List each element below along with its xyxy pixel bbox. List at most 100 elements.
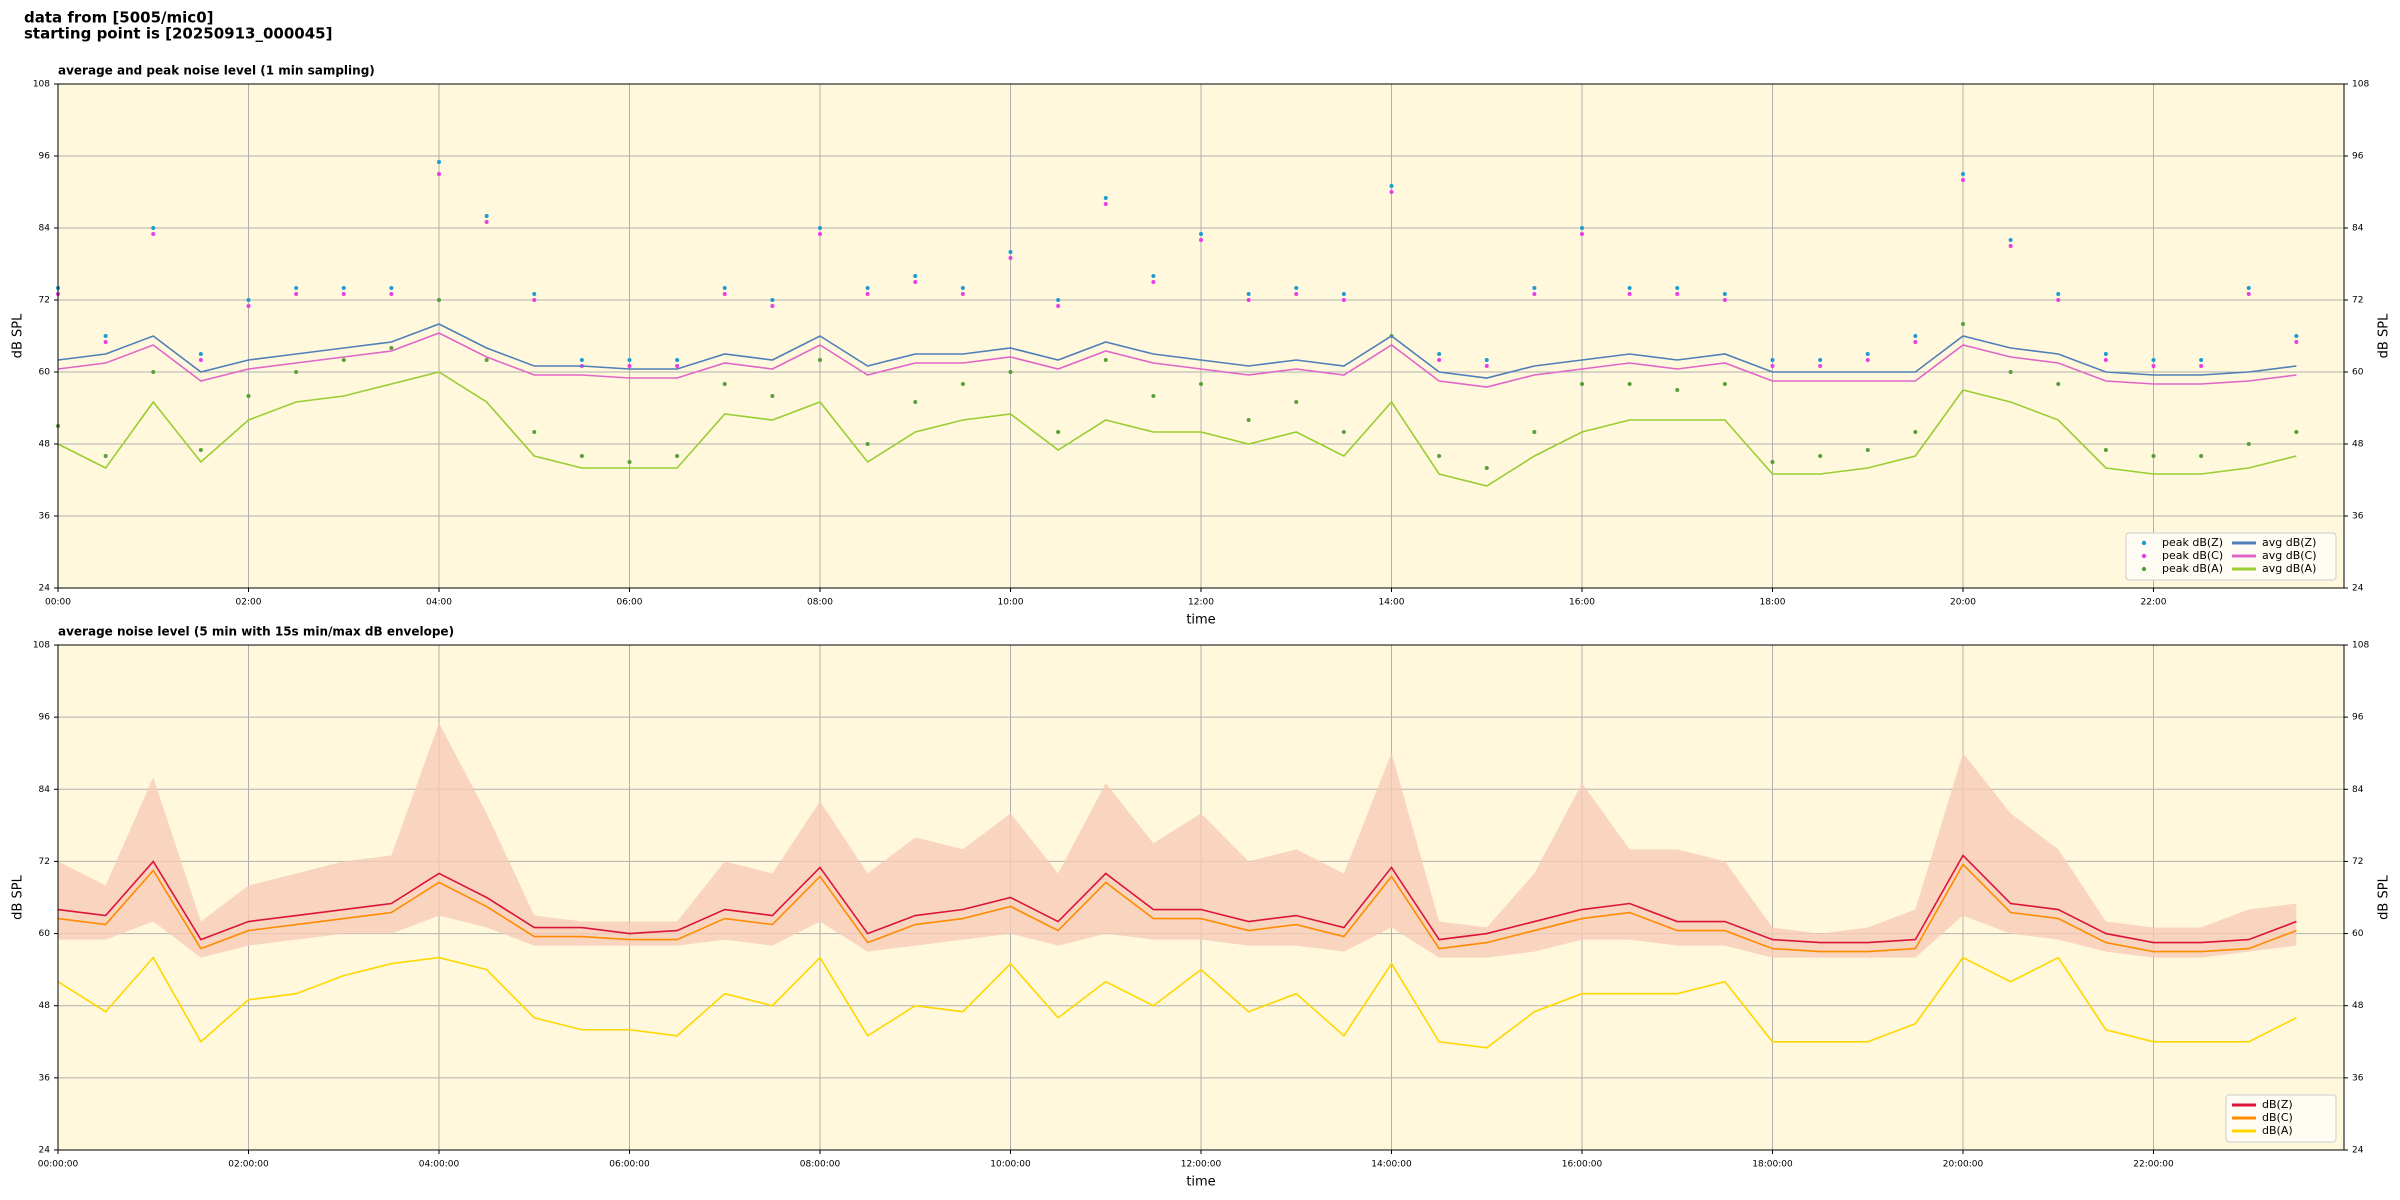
peak-point [389, 286, 394, 290]
series-line [57, 956, 2297, 1049]
peak-point [865, 292, 870, 296]
peak-point [1484, 358, 1489, 362]
y-tick-label: 24 [2352, 584, 2364, 594]
peak-point [1961, 172, 1965, 176]
peak-point [960, 382, 965, 386]
y-tick-label: 48 [39, 440, 51, 450]
y-tick-label: 24 [2352, 1146, 2364, 1156]
peak-point [1770, 364, 1775, 368]
peak-point [1151, 394, 1156, 398]
peak-point [865, 442, 870, 446]
peak-point [1818, 358, 1823, 362]
subplot-title: average noise level (5 min with 15s min/… [58, 625, 454, 639]
series-line [57, 323, 2297, 379]
peak-point [437, 298, 441, 302]
legend-marker [2141, 540, 2147, 546]
peak-point [151, 370, 156, 374]
y-tick-label: 36 [2352, 512, 2364, 522]
peak-point [294, 292, 299, 296]
subplot-title: average and peak noise level (1 min samp… [58, 64, 375, 78]
peak-point [1580, 232, 1584, 236]
x-tick-label: 04:00:00 [419, 1160, 460, 1170]
peak-point [818, 358, 822, 362]
legend-label: avg dB(C) [2262, 549, 2317, 562]
peak-point [2056, 382, 2061, 386]
y-tick-label: 96 [39, 713, 51, 723]
header-line: starting point is [20250913_000045] [24, 25, 332, 43]
peak-point [770, 394, 775, 398]
x-tick-label: 00:00 [45, 598, 71, 608]
peak-point [1246, 298, 1251, 302]
x-tick-label: 02:00 [236, 598, 262, 608]
peak-point [2008, 370, 2013, 374]
x-tick-label: 08:00 [807, 598, 833, 608]
peak-point [1103, 202, 1108, 206]
legend-label: peak dB(Z) [2162, 536, 2223, 549]
peak-point [437, 172, 441, 176]
peak-point [675, 454, 680, 458]
y-tick-label: 36 [39, 512, 51, 522]
peak-point [2056, 298, 2061, 302]
series-line [57, 863, 2297, 953]
y-tick-label: 48 [2352, 1001, 2364, 1011]
peak-point [1865, 448, 1870, 452]
x-tick-label: 16:00 [1569, 598, 1595, 608]
x-tick-label: 18:00:00 [1752, 1160, 1793, 1170]
peak-point [103, 334, 108, 338]
x-tick-label: 14:00 [1379, 598, 1405, 608]
x-tick-label: 20:00:00 [1943, 1160, 1984, 1170]
y-tick-label: 108 [2352, 641, 2369, 651]
peak-point [1199, 238, 1203, 242]
peak-point [1484, 466, 1489, 470]
peak-point [1056, 430, 1061, 434]
peak-point [1675, 286, 1680, 290]
peak-point [1722, 298, 1727, 302]
peak-point [1341, 298, 1346, 302]
peak-point [103, 454, 108, 458]
peak-point [341, 358, 346, 362]
peak-point [532, 292, 537, 296]
peak-point [675, 364, 680, 368]
x-tick-label: 10:00:00 [990, 1160, 1031, 1170]
peak-point [151, 232, 156, 236]
y-tick-label: 108 [33, 641, 50, 651]
legend-marker [2141, 566, 2147, 572]
peak-point [913, 274, 918, 278]
y-axis-label: dB SPL [2377, 874, 2392, 919]
peak-point [722, 286, 727, 290]
peak-point [913, 400, 918, 404]
peak-point [1532, 430, 1537, 434]
y-tick-label: 36 [39, 1073, 51, 1083]
peak-point [2056, 292, 2061, 296]
peak-point [1151, 274, 1156, 278]
peak-point [2151, 454, 2156, 458]
peak-point [1151, 280, 1156, 284]
peak-point [1484, 364, 1489, 368]
y-tick-label: 72 [39, 296, 50, 306]
legend-label: dB(Z) [2262, 1098, 2293, 1111]
peak-point [1056, 304, 1061, 308]
peak-point [484, 214, 489, 218]
peak-point [770, 298, 775, 302]
x-tick-label: 22:00 [2141, 598, 2167, 608]
peak-point [1627, 292, 1632, 296]
peak-point [1913, 340, 1918, 344]
peak-point [2008, 238, 2013, 242]
peak-point [1580, 382, 1584, 386]
x-tick-label: 14:00:00 [1371, 1160, 1412, 1170]
peak-point [770, 304, 775, 308]
peak-point [1961, 178, 1965, 182]
peak-point [2246, 286, 2251, 290]
peak-point [1008, 256, 1013, 260]
x-tick-label: 10:00 [998, 598, 1024, 608]
legend-label: peak dB(C) [2162, 549, 2223, 562]
peak-point [389, 292, 394, 296]
y-axis-label: dB SPL [11, 313, 26, 358]
peak-point [103, 340, 108, 344]
peak-point [1008, 370, 1013, 374]
peak-point [1961, 322, 1965, 326]
plot-frame [57, 644, 2345, 1151]
legend-box [2125, 532, 2337, 581]
y-tick-label: 60 [2352, 368, 2364, 378]
